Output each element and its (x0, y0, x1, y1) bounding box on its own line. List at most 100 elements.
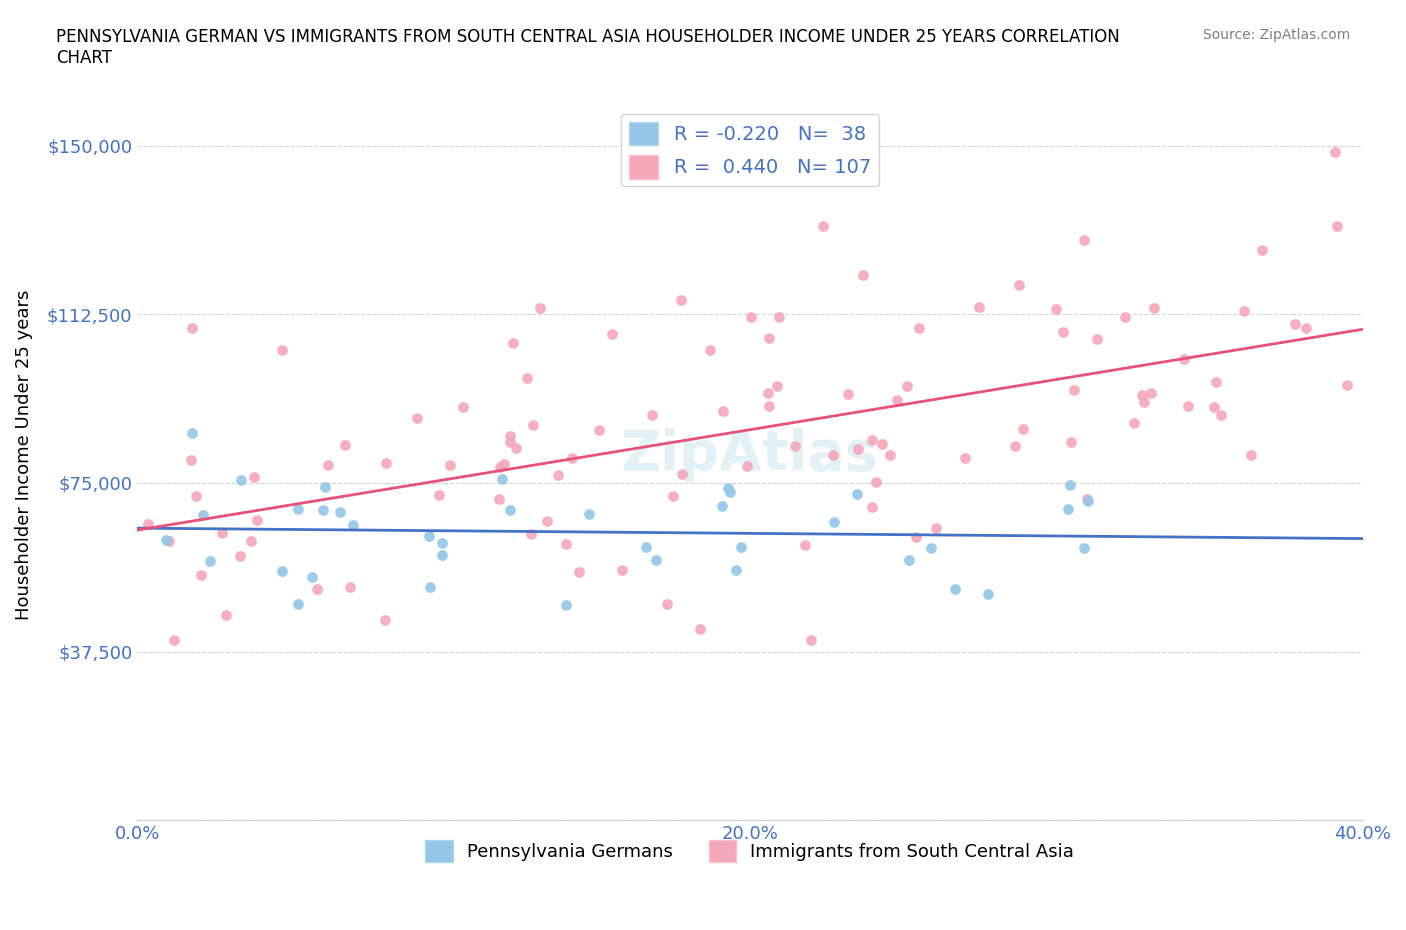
Point (1052, 325, 1074, 339)
Point (374, 612, 396, 627)
Point (536, 514, 558, 529)
Point (870, 437, 893, 452)
Point (661, 488, 683, 503)
Point (1295, 321, 1317, 336)
Point (896, 379, 918, 393)
Point (1202, 399, 1225, 414)
Point (1133, 394, 1156, 409)
Point (419, 580, 441, 595)
Point (699, 342, 721, 357)
Point (711, 404, 734, 418)
Point (406, 411, 429, 426)
Point (1076, 491, 1098, 506)
Point (432, 536, 454, 551)
Point (671, 466, 693, 481)
Point (1139, 385, 1161, 400)
Point (157, 534, 180, 549)
Point (499, 434, 522, 449)
Point (155, 533, 177, 548)
Point (920, 540, 942, 555)
Point (312, 503, 335, 518)
Point (645, 552, 668, 567)
Point (860, 499, 883, 514)
Point (270, 564, 292, 578)
Point (955, 450, 977, 465)
Point (925, 521, 948, 536)
Point (793, 538, 815, 552)
Point (976, 587, 998, 602)
Point (554, 597, 576, 612)
Point (561, 450, 583, 465)
Point (717, 480, 740, 495)
Point (1114, 310, 1136, 325)
Point (180, 453, 202, 468)
Point (768, 310, 790, 325)
Point (1008, 277, 1031, 292)
Point (136, 517, 159, 532)
Point (904, 530, 927, 545)
Point (718, 485, 741, 499)
Point (520, 526, 543, 541)
Point (846, 442, 869, 457)
Point (669, 293, 692, 308)
Point (1059, 435, 1081, 450)
Legend: Pennsylvania Germans, Immigrants from South Central Asia: Pennsylvania Germans, Immigrants from So… (418, 833, 1081, 870)
Point (655, 597, 678, 612)
Point (1173, 352, 1195, 366)
Point (301, 569, 323, 584)
Point (242, 470, 264, 485)
Point (329, 505, 352, 520)
Point (1240, 447, 1263, 462)
Point (689, 621, 711, 636)
Point (215, 608, 238, 623)
Point (489, 460, 512, 475)
Point (181, 320, 204, 335)
Point (710, 498, 733, 513)
Point (568, 565, 591, 579)
Point (491, 472, 513, 486)
Point (1205, 375, 1227, 390)
Point (766, 379, 789, 393)
Point (846, 487, 869, 502)
Point (1059, 478, 1081, 493)
Point (198, 554, 221, 569)
Point (641, 408, 664, 423)
Point (879, 447, 901, 462)
Point (502, 336, 524, 351)
Point (418, 528, 440, 543)
Point (967, 299, 990, 314)
Point (1057, 501, 1080, 516)
Point (908, 321, 931, 336)
Point (634, 539, 657, 554)
Point (800, 633, 823, 648)
Point (1073, 232, 1095, 247)
Point (305, 581, 328, 596)
Point (529, 300, 551, 315)
Point (1251, 243, 1274, 258)
Point (811, 219, 834, 233)
Point (600, 326, 623, 341)
Y-axis label: Householder Income Under 25 years: Householder Income Under 25 years (15, 289, 32, 620)
Point (1143, 301, 1166, 316)
Point (516, 371, 538, 386)
Point (785, 438, 807, 453)
Point (191, 508, 214, 523)
Point (897, 552, 920, 567)
Point (578, 507, 600, 522)
Point (547, 467, 569, 482)
Point (494, 457, 516, 472)
Point (316, 458, 339, 472)
Point (1077, 494, 1099, 509)
Point (333, 438, 356, 453)
Point (852, 268, 875, 283)
Point (1123, 415, 1146, 430)
Point (610, 562, 633, 577)
Point (1323, 144, 1346, 159)
Point (488, 492, 510, 507)
Point (1012, 422, 1035, 437)
Point (1130, 388, 1153, 403)
Point (451, 399, 474, 414)
Point (314, 479, 336, 494)
Point (740, 310, 762, 325)
Text: ZipAtlas: ZipAtlas (621, 428, 879, 482)
